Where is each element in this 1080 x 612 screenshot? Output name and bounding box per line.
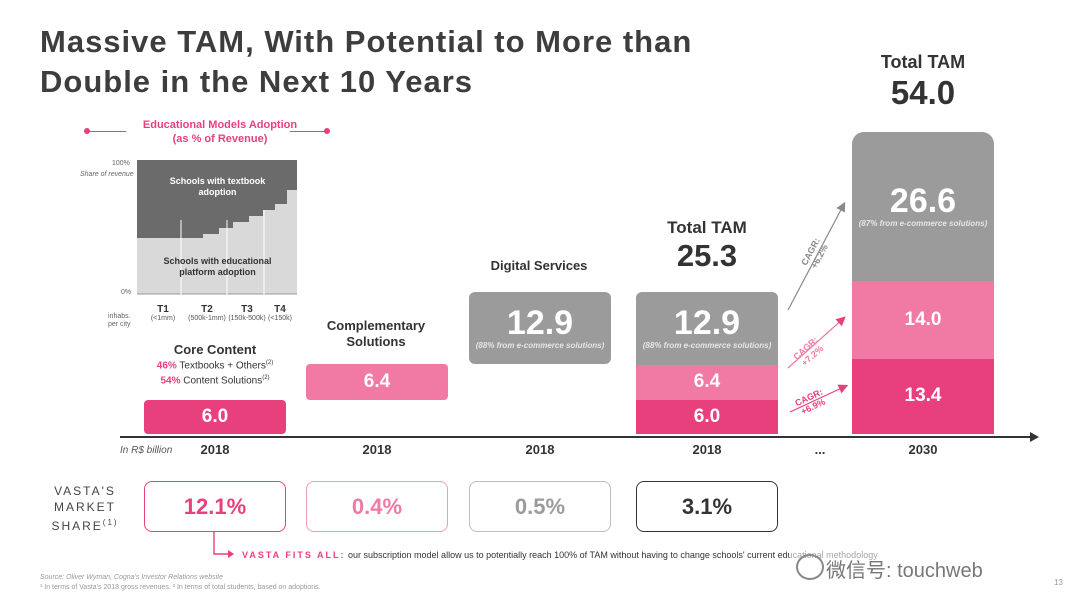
year-core: 2018 <box>200 442 230 457</box>
title-line-1: Massive TAM, With Potential to More than <box>40 24 693 59</box>
bar-digital: 12.9 (88% from e-commerce solutions) <box>469 0 611 612</box>
adoption-title-line1: Educational Models Adoption <box>142 119 298 131</box>
bar-total-2030: 13.4 14.0 26.6 (87% from e-commerce solu… <box>852 0 994 612</box>
platform-label: Schools with educational platform adopti… <box>163 256 272 277</box>
market-share-total: 3.1% <box>636 481 778 532</box>
bar-core-value: 6.0 <box>201 406 229 428</box>
bar-total-2018-digital-value: 12.9 <box>673 304 741 343</box>
footnote-notes: ¹ In terms of Vasta's 2018 gross revenue… <box>40 584 321 591</box>
bar-complementary: 6.4 <box>306 0 448 612</box>
core-line2-sup: (2) <box>262 375 270 381</box>
bar-total-2030-complementary: 14.0 <box>852 280 994 359</box>
adoption-y-label: Share of revenue <box>80 171 134 178</box>
bar-total-2030-core: 13.4 <box>852 358 994 434</box>
market-share-core: 12.1% <box>144 481 286 532</box>
bar-digital-value: 12.9 <box>506 303 574 342</box>
bar-core-segment: 6.0 <box>144 400 286 434</box>
market-share-label: VASTA'S MARKET SHARE(1) <box>51 484 119 533</box>
page-title: Massive TAM, With Potential to More than… <box>40 22 692 102</box>
cagr-arrows <box>787 201 849 413</box>
bar-total-2030-digital-value: 26.6 <box>889 182 957 221</box>
core-content-title: Core Content <box>173 342 257 357</box>
bar-total-2018-complementary: 6.4 <box>636 364 778 401</box>
year-total-2018: 2018 <box>692 442 722 457</box>
bar-total-2018-digital: 12.9 (88% from e-commerce solutions) <box>636 292 778 365</box>
tier-t3: T3 (150k-500k) <box>228 304 266 322</box>
core-line1-pct: 46% <box>156 360 177 372</box>
cagr-arrow-digital <box>787 201 846 311</box>
total-2018-value: 25.3 <box>676 238 738 273</box>
tier-t2: T2 (500k-1mm) <box>188 304 226 322</box>
core-line1: 46% Textbooks + Others(2) <box>130 360 300 371</box>
bar-complementary-value: 6.4 <box>363 371 391 393</box>
wechat-icon <box>796 554 824 580</box>
fits-all-label: VASTA FITS ALL: <box>242 550 346 560</box>
total-2030: Total TAM 54.0 <box>852 52 994 113</box>
core-line2-pct: 54% <box>160 375 181 387</box>
bar-total-2030-digital: 26.6 (87% from e-commerce solutions) <box>852 131 994 281</box>
adoption-title: Educational Models Adoption (as % of Rev… <box>120 118 320 146</box>
market-share-digital: 0.5% <box>469 481 611 532</box>
core-line2: 54% Content Solutions(2) <box>130 375 300 386</box>
bar-total-2018-complementary-value: 6.4 <box>693 371 721 393</box>
bar-digital-note: (88% from e-commerce solutions) <box>475 340 605 350</box>
total-2030-value: 54.0 <box>890 74 956 111</box>
adoption-y-top: 100% <box>112 160 130 167</box>
dot-right <box>324 128 330 134</box>
inhabs-label: inhabs. per city <box>108 313 131 328</box>
bar-complementary-segment: 6.4 <box>306 364 448 400</box>
divider-right <box>290 131 326 132</box>
fits-arrow-icon <box>213 532 234 558</box>
fits-all-text: our subscription model allow us to poten… <box>348 550 878 560</box>
year-digital: 2018 <box>525 442 555 457</box>
watermark-text: 微信号: touchweb <box>826 560 983 582</box>
market-share-complementary: 0.4% <box>306 481 448 532</box>
tier-t1: T1 (<1mm) <box>150 304 176 322</box>
fits-all-line: VASTA FITS ALL: our subscription model a… <box>242 550 878 560</box>
watermark-backdrop <box>790 552 1040 582</box>
page-number: 13 <box>1054 578 1063 587</box>
x-axis <box>120 436 1034 438</box>
textbook-area <box>137 160 297 238</box>
adoption-area-chart <box>137 160 297 296</box>
ellipsis: ... <box>814 442 826 457</box>
cagr-arrow-core <box>789 384 849 413</box>
bar-total-2030-core-value: 13.4 <box>904 385 942 407</box>
bar-total-2018-digital-note: (88% from e-commerce solutions) <box>642 341 772 351</box>
bar-total-2018-core-value: 6.0 <box>693 406 721 428</box>
dot-left <box>84 128 90 134</box>
footnote-source: Source: Oliver Wyman, Cogna's Investor R… <box>40 574 224 581</box>
adoption-y-bottom: 0% <box>121 289 132 296</box>
year-complementary: 2018 <box>362 442 392 457</box>
x-axis-arrow-icon <box>1030 432 1039 442</box>
unit-label: In R$ billion <box>120 445 173 456</box>
complementary-title: Complementary Solutions <box>326 318 426 349</box>
bar-total-2018-core: 6.0 <box>636 400 778 434</box>
title-line-2: Double in the Next 10 Years <box>40 64 474 99</box>
core-line2-text: Content Solutions <box>183 375 263 387</box>
adoption-title-line2: (as % of Revenue) <box>172 133 268 145</box>
bar-core: 6.0 <box>144 0 286 612</box>
cagr-arrow-complementary <box>787 316 846 369</box>
bar-total-2030-complementary-value: 14.0 <box>904 308 942 330</box>
digital-title: Digital Services <box>490 258 588 273</box>
bar-total-2018: 6.0 6.4 12.9 (88% from e-commerce soluti… <box>636 0 778 612</box>
core-line1-sup: (2) <box>265 360 274 366</box>
year-total-2030: 2030 <box>908 442 938 457</box>
tier-t4: T4 (<150k) <box>268 304 292 322</box>
core-line1-text: Textbooks + Others <box>179 360 266 372</box>
total-2018: Total TAM 25.3 <box>636 218 778 274</box>
total-2018-label: Total TAM <box>667 218 747 237</box>
total-2030-label: Total TAM <box>880 52 966 72</box>
textbook-label: Schools with textbook adoption <box>169 176 266 197</box>
bar-digital-segment: 12.9 (88% from e-commerce solutions) <box>469 291 611 364</box>
divider-left <box>88 131 126 132</box>
bar-total-2030-digital-note: (87% from e-commerce solutions) <box>858 219 988 229</box>
